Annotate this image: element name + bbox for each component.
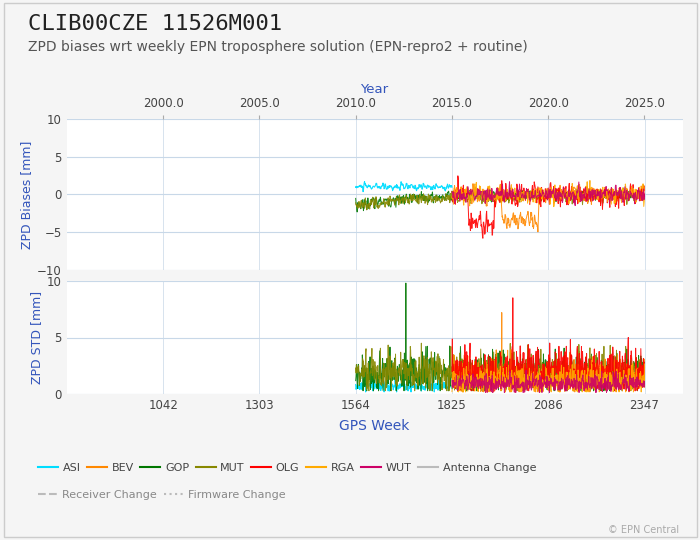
X-axis label: Year: Year xyxy=(360,83,388,96)
Y-axis label: ZPD Biases [mm]: ZPD Biases [mm] xyxy=(20,140,33,248)
Y-axis label: ZPD STD [mm]: ZPD STD [mm] xyxy=(29,291,43,384)
Text: ZPD biases wrt weekly EPN troposphere solution (EPN-repro2 + routine): ZPD biases wrt weekly EPN troposphere so… xyxy=(28,40,528,55)
Text: © EPN Central: © EPN Central xyxy=(608,524,679,535)
Legend: ASI, BEV, GOP, MUT, OLG, RGA, WUT, Antenna Change: ASI, BEV, GOP, MUT, OLG, RGA, WUT, Anten… xyxy=(34,459,540,478)
X-axis label: GPS Week: GPS Week xyxy=(340,419,410,433)
Text: CLIB00CZE 11526M001: CLIB00CZE 11526M001 xyxy=(28,14,282,33)
Legend: Receiver Change, Firmware Change: Receiver Change, Firmware Change xyxy=(34,486,290,505)
